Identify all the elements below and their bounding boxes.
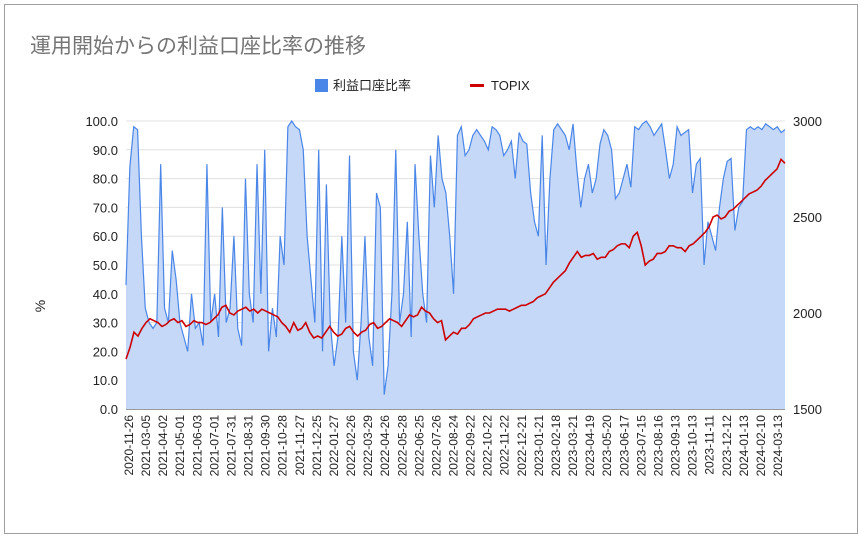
x-tick-label: 2023-06-17 xyxy=(617,415,631,477)
x-tick-label: 2023-03-21 xyxy=(566,415,580,477)
x-tick-label: 2021-11-27 xyxy=(293,415,307,476)
x-tick-label: 2024-02-10 xyxy=(754,415,768,477)
left-tick-label: 0.0 xyxy=(100,402,118,417)
x-tick-label: 2023-08-16 xyxy=(651,415,665,477)
x-tick-label: 2022-02-26 xyxy=(344,415,358,477)
left-tick-label: 10.0 xyxy=(93,373,118,388)
x-tick-label: 2024-01-13 xyxy=(737,415,751,477)
x-tick-label: 2023-05-20 xyxy=(600,415,614,477)
x-tick-label: 2022-12-21 xyxy=(515,415,529,477)
right-tick-label: 1500 xyxy=(793,402,822,417)
left-tick-label: 80.0 xyxy=(93,172,118,187)
left-tick-label: 90.0 xyxy=(93,143,118,158)
left-tick-label: 70.0 xyxy=(93,200,118,215)
x-tick-label: 2022-03-29 xyxy=(361,415,375,477)
left-tick-label: 60.0 xyxy=(93,229,118,244)
x-tick-label: 2023-12-12 xyxy=(720,415,734,477)
area-fill xyxy=(126,121,785,409)
x-tick-label: 2023-10-13 xyxy=(686,415,700,477)
x-tick-label: 2021-12-25 xyxy=(310,415,324,477)
x-tick-label: 2021-04-02 xyxy=(156,415,170,477)
x-tick-label: 2022-04-26 xyxy=(378,415,392,477)
series-topix xyxy=(125,158,786,360)
x-tick-label: 2021-07-01 xyxy=(207,415,221,477)
left-tick-label: 50.0 xyxy=(93,258,118,273)
left-tick-label: 100.0 xyxy=(85,114,118,129)
x-tick-label: 2022-08-24 xyxy=(447,415,461,477)
x-tick-label: 2022-05-28 xyxy=(395,415,409,477)
x-tick-label: 2021-07-31 xyxy=(224,415,238,477)
left-tick-label: 40.0 xyxy=(93,287,118,302)
topix-line xyxy=(125,158,786,360)
x-tick-label: 2021-10-28 xyxy=(276,415,290,477)
x-tick-label: 2022-01-27 xyxy=(327,415,341,477)
left-tick-label: 20.0 xyxy=(93,344,118,359)
x-tick-label: 2023-04-19 xyxy=(583,415,597,477)
x-tick-label: 2022-10-22 xyxy=(481,415,495,477)
x-tick-label: 2023-11-11 xyxy=(703,415,717,475)
series-area xyxy=(125,119,786,409)
legend: 利益口座比率 TOPIX xyxy=(315,78,530,93)
x-tick-label: 2023-02-18 xyxy=(549,415,563,477)
legend-label-ratio: 利益口座比率 xyxy=(333,78,411,93)
left-axis-ticks: 0.0 10.0 20.0 30.0 40.0 50.0 60.0 70.0 80.0 90.0 1… xyxy=(85,114,118,417)
right-tick-label: 3000 xyxy=(793,114,822,129)
x-tick-label: 2022-09-22 xyxy=(464,415,478,477)
x-axis-ticks: 2020-11-26 2021-03-05 2021-04-02 2021-05-01… xyxy=(122,415,785,477)
x-tick-label: 2021-03-05 xyxy=(139,415,153,477)
x-tick-label: 2022-07-26 xyxy=(429,415,443,477)
right-tick-label: 2000 xyxy=(793,306,822,321)
x-tick-label: 2022-06-25 xyxy=(412,415,426,477)
left-tick-label: 30.0 xyxy=(93,316,118,331)
x-tick-label: 2021-06-03 xyxy=(190,415,204,477)
legend-swatch-ratio xyxy=(315,79,328,92)
area-line xyxy=(125,119,786,395)
x-tick-label: 2021-09-30 xyxy=(259,415,273,477)
right-axis-ticks: 1500 2000 2500 3000 xyxy=(793,114,822,417)
x-tick-label: 2024-03-13 xyxy=(771,415,785,477)
x-tick-label: 2021-05-01 xyxy=(173,415,187,477)
x-tick-label: 2023-07-15 xyxy=(634,415,648,477)
x-tick-label: 2023-01-21 xyxy=(532,415,546,477)
x-tick-label: 2020-11-26 xyxy=(122,415,136,476)
chart-title: 運用開始からの利益口座比率の推移 xyxy=(30,34,366,58)
y-axis-label: % xyxy=(32,300,48,312)
legend-swatch-topix xyxy=(470,84,484,87)
x-tick-label: 2022-11-22 xyxy=(498,415,512,476)
right-tick-label: 2500 xyxy=(793,210,822,225)
legend-label-topix: TOPIX xyxy=(491,78,530,93)
x-tick-label: 2021-08-31 xyxy=(242,415,256,477)
x-tick-label: 2023-09-13 xyxy=(669,415,683,477)
